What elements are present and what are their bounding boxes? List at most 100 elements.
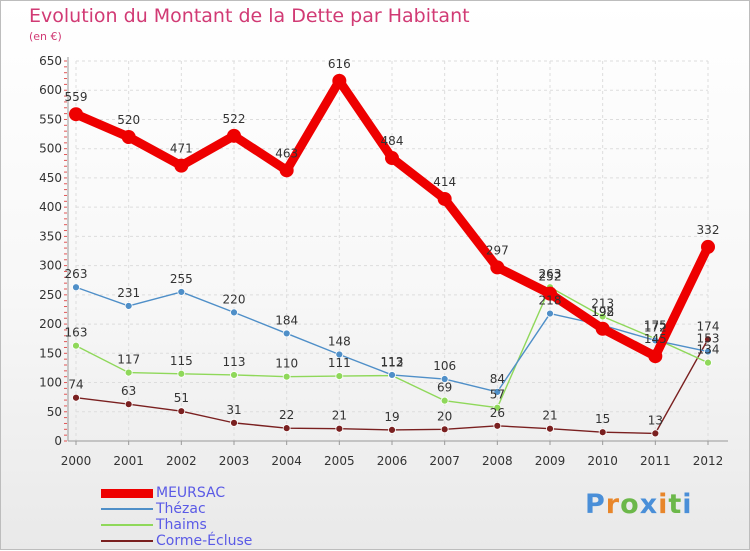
data-label: 110 [275,357,298,371]
data-point-corme-e-cluse [282,424,291,433]
data-point-corme-e-cluse [72,393,80,402]
y-tick-label: 150 [39,346,62,360]
x-tick-label: 2012 [693,454,724,468]
x-tick-label: 2000 [61,454,92,468]
x-tick-label: 2009 [535,454,566,468]
data-point-corme-e-cluse [651,429,660,438]
data-label: 616 [328,57,351,71]
data-point-corme-e-cluse [546,424,554,433]
data-point-thaims [704,358,712,367]
grid [75,60,709,442]
data-label: 26 [490,406,505,420]
legend: MEURSAC Thézac Thaims Corme-Écluse [101,485,252,549]
data-point-the-zac [230,308,238,317]
data-point-thaims [230,371,238,379]
data-label: 148 [328,334,351,348]
data-point-meursac [490,260,505,275]
data-label: 15 [595,412,610,426]
data-point-meursac [701,239,715,254]
data-point-corme-e-cluse [124,400,133,409]
legend-label: Corme-Écluse [156,533,253,549]
data-point-the-zac [493,387,502,396]
data-point-the-zac [546,309,554,318]
data-label: 414 [433,175,456,189]
legend-item-thaims: Thaims [101,517,252,533]
brand-letter: P [585,489,606,520]
data-label: 484 [381,134,404,148]
brand-letter: x [639,489,659,520]
x-tick-label: 2007 [429,454,460,468]
data-label: 51 [174,391,189,405]
brand-letter: r [605,489,621,520]
data-label: 522 [223,112,246,126]
data-label: 163 [65,326,88,340]
y-tick-label: 400 [39,200,62,214]
brand-letter: o [620,489,640,520]
data-label: 471 [170,142,193,156]
data-point-meursac [174,158,189,173]
data-point-thaims [282,372,291,381]
data-point-corme-e-cluse [440,425,449,434]
legend-label: Thaims [156,517,207,533]
data-point-the-zac [72,283,80,292]
data-label: 134 [697,343,720,357]
data-point-meursac [385,151,399,166]
y-tick-label: 50 [47,405,62,419]
data-point-corme-e-cluse [335,424,344,433]
data-point-the-zac [335,350,344,359]
data-point-the-zac [704,347,712,356]
y-tick-label: 450 [39,171,62,185]
data-label: 13 [648,413,663,427]
data-point-corme-e-cluse [177,407,186,416]
y-tick-label: 250 [39,288,62,302]
data-label: 22 [279,408,294,422]
data-point-meursac [69,107,83,122]
data-label: 69 [437,381,452,395]
x-tick-label: 2002 [166,454,197,468]
brand-letter: i [682,489,693,520]
data-label: 463 [275,146,298,160]
data-label: 115 [170,354,193,368]
x-tick-label: 2006 [377,454,408,468]
data-point-meursac [121,130,136,144]
data-point-corme-e-cluse [598,428,607,437]
data-point-meursac [279,163,294,178]
data-point-thaims [598,312,607,321]
data-point-meursac [227,128,241,143]
data-point-corme-e-cluse [493,421,502,430]
data-point-meursac [332,73,347,88]
data-point-thaims [72,341,80,350]
x-tick-label: 2008 [482,454,513,468]
data-label: 106 [433,359,456,373]
y-tick-label: 200 [39,317,62,331]
brand-logo: Proxiti [585,489,693,520]
brand-letter: t [668,489,683,520]
chart-unit: (en €) [29,30,62,43]
legend-swatch [101,524,153,526]
series-lines [69,73,715,438]
data-point-corme-e-cluse [388,425,396,434]
data-labels: 559 520 471 522 463 616 484 414 297 252 192 145 332 2… [65,57,720,428]
data-label: 57 [490,388,505,402]
data-label: 19 [384,410,399,424]
data-label: 231 [117,286,140,300]
data-label: 113 [381,355,404,369]
data-point-thaims [493,403,502,412]
x-tick-label: 2004 [271,454,302,468]
data-label: 172 [644,320,667,334]
data-label: 21 [332,409,347,423]
data-label: 218 [539,294,562,308]
data-point-meursac [648,349,663,364]
data-label: 112 [381,356,404,370]
data-label: 184 [275,313,298,327]
legend-swatch [101,508,153,510]
data-label: 84 [490,372,505,386]
legend-item-meursac: MEURSAC [101,485,252,501]
legend-label: Thézac [156,501,206,517]
data-label: 252 [539,270,562,284]
brand-letter: i [658,489,669,520]
y-tick-label: 300 [39,259,62,273]
data-label: 117 [117,353,140,367]
x-tick-label: 2001 [113,454,144,468]
